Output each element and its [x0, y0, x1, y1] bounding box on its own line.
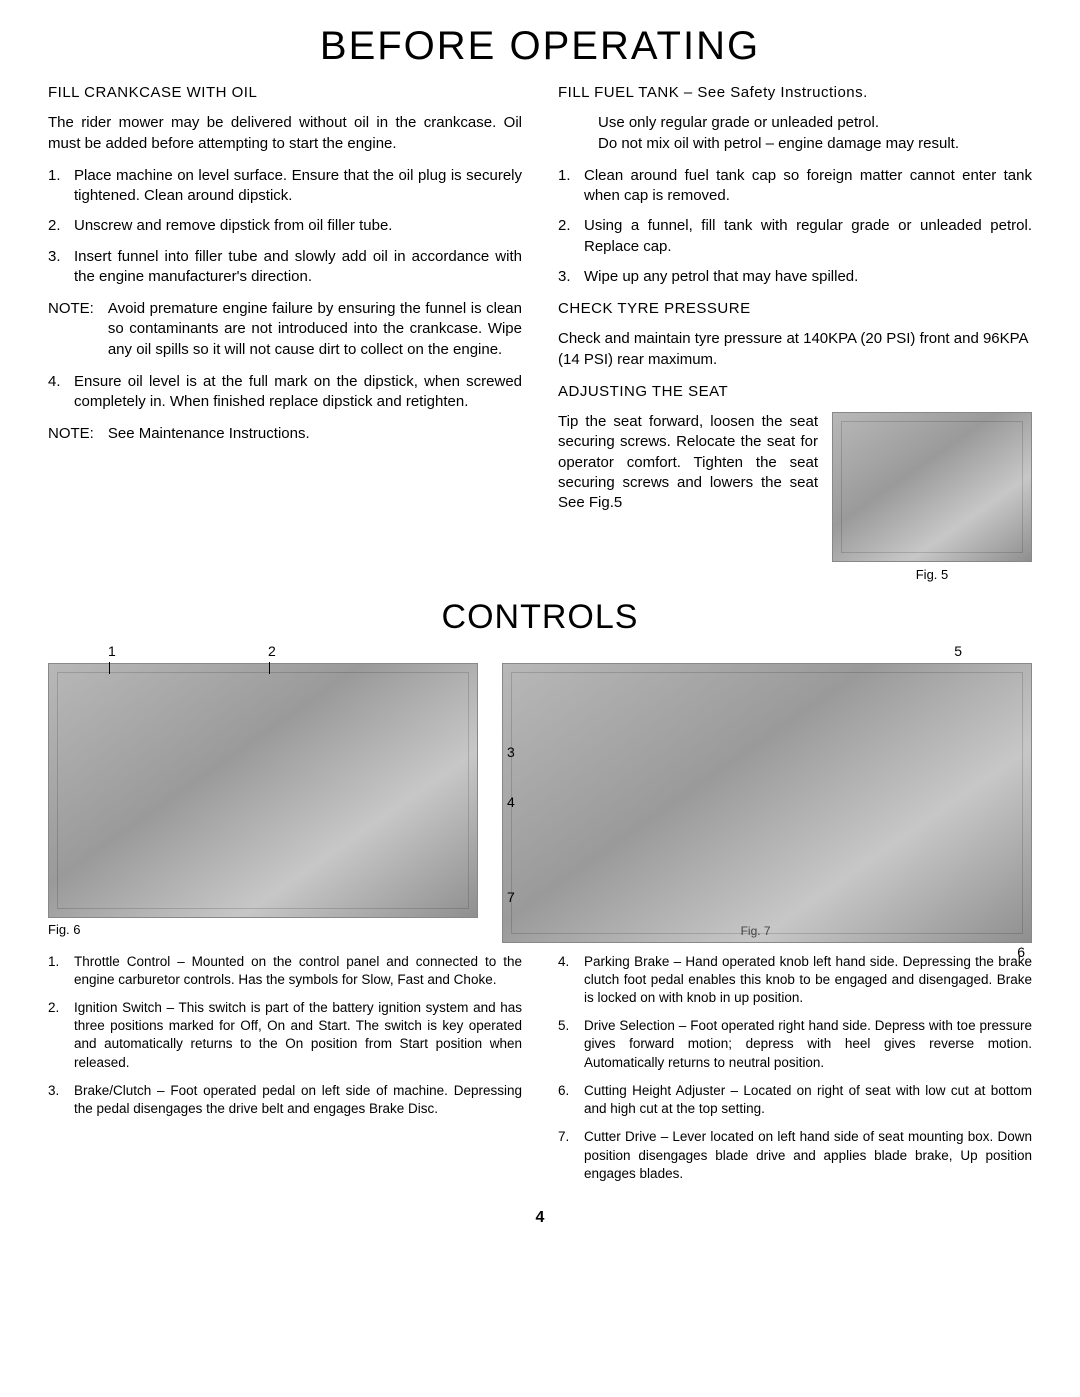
crankcase-note-1: NOTE: Avoid premature engine failure by …	[48, 299, 522, 360]
crankcase-step4-wrap: 4.Ensure oil level is at the full mark o…	[48, 372, 522, 413]
col-left: FILL CRANKCASE WITH OIL The rider mower …	[48, 83, 522, 592]
fig6-callout-1: 1	[108, 643, 116, 659]
fuel-step-3: 3.Wipe up any petrol that may have spill…	[558, 267, 1032, 287]
fuel-step-1: 1.Clean around fuel tank cap so foreign …	[558, 166, 1032, 207]
crankcase-intro: The rider mower may be delivered without…	[48, 113, 522, 154]
fig5-caption: Fig. 5	[832, 566, 1032, 584]
control-item-4: 4.Parking Brake – Hand operated knob lef…	[558, 953, 1032, 1008]
control-item-3: 3.Brake/Clutch – Foot operated pedal on …	[48, 1082, 522, 1118]
seat-body: Tip the seat forward, loosen the seat se…	[558, 412, 818, 584]
fig7-callout-4: 4	[507, 794, 515, 810]
fig7-callout-3: 3	[507, 744, 515, 760]
fig6-callout-2: 2	[268, 643, 276, 659]
fuel-steps: 1.Clean around fuel tank cap so foreign …	[558, 166, 1032, 287]
control-item-7: 7.Cutter Drive – Lever located on left h…	[558, 1128, 1032, 1183]
crankcase-steps: 1.Place machine on level surface. Ensure…	[48, 166, 522, 287]
heading-adjust-seat: ADJUSTING THE SEAT	[558, 382, 1032, 402]
controls-right: 4.Parking Brake – Hand operated knob lef…	[558, 953, 1032, 1195]
crankcase-step-4: 4.Ensure oil level is at the full mark o…	[48, 372, 522, 413]
control-item-6: 6.Cutting Height Adjuster – Located on r…	[558, 1082, 1032, 1118]
heading-controls: CONTROLS	[48, 598, 1032, 637]
manual-page: BEFORE OPERATING FILL CRANKCASE WITH OIL…	[0, 0, 1080, 1247]
heading-before-operating: BEFORE OPERATING	[48, 24, 1032, 69]
figure-5: Fig. 5	[832, 412, 1032, 584]
crankcase-note-2: NOTE: See Maintenance Instructions.	[48, 424, 522, 444]
fig7-callout-6: 6	[1017, 944, 1025, 960]
crankcase-step-2: 2.Unscrew and remove dipstick from oil f…	[48, 216, 522, 236]
heading-fill-fuel: FILL FUEL TANK – See Safety Instructions…	[558, 83, 1032, 103]
control-item-1: 1.Throttle Control – Mounted on the cont…	[48, 953, 522, 989]
controls-left: 1.Throttle Control – Mounted on the cont…	[48, 953, 522, 1195]
fuel-step-2: 2.Using a funnel, fill tank with regular…	[558, 216, 1032, 257]
control-item-5: 5.Drive Selection – Foot operated right …	[558, 1017, 1032, 1072]
control-item-2: 2.Ignition Switch – This switch is part …	[48, 999, 522, 1072]
controls-columns: 1.Throttle Control – Mounted on the cont…	[48, 953, 1032, 1195]
crankcase-step-3: 3.Insert funnel into filler tube and slo…	[48, 247, 522, 288]
seat-row: Tip the seat forward, loosen the seat se…	[558, 412, 1032, 584]
figure-6	[48, 663, 478, 918]
fig7-callout-5: 5	[954, 643, 962, 659]
controls-figures: 1 2 Fig. 6 5 3 4 7 6 Fig. 7	[48, 643, 1032, 943]
figure-6-wrap: 1 2 Fig. 6	[48, 643, 478, 943]
col-right: FILL FUEL TANK – See Safety Instructions…	[558, 83, 1032, 592]
fuel-use-only: Use only regular grade or unleaded petro…	[598, 113, 1032, 154]
heading-check-tyre: CHECK TYRE PRESSURE	[558, 299, 1032, 319]
before-operating-columns: FILL CRANKCASE WITH OIL The rider mower …	[48, 83, 1032, 592]
page-number: 4	[48, 1209, 1032, 1227]
fig6-caption: Fig. 6	[48, 922, 478, 937]
fig7-caption: Fig. 7	[741, 924, 771, 938]
tyre-body: Check and maintain tyre pressure at 140K…	[558, 329, 1032, 370]
figure-7-wrap: 5 3 4 7 6 Fig. 7	[502, 643, 1032, 943]
heading-fill-crankcase: FILL CRANKCASE WITH OIL	[48, 83, 522, 103]
figure-7: 3 4 7 6 Fig. 7	[502, 663, 1032, 943]
fig7-callout-7: 7	[507, 889, 515, 905]
crankcase-step-1: 1.Place machine on level surface. Ensure…	[48, 166, 522, 207]
